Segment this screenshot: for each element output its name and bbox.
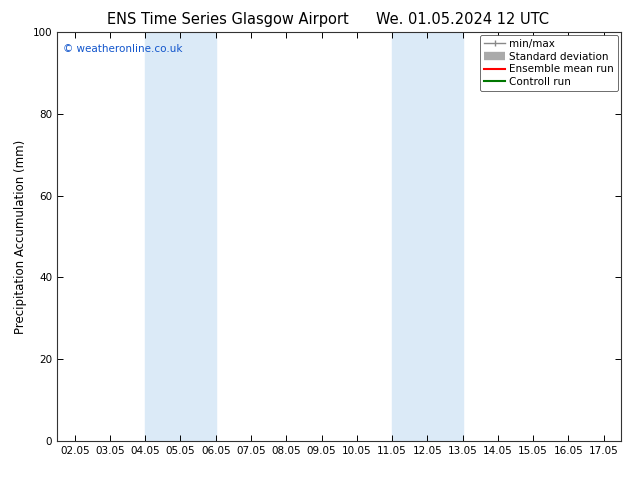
Text: We. 01.05.2024 12 UTC: We. 01.05.2024 12 UTC xyxy=(377,12,549,27)
Bar xyxy=(145,32,216,441)
Text: ENS Time Series Glasgow Airport: ENS Time Series Glasgow Airport xyxy=(107,12,349,27)
Bar xyxy=(392,32,463,441)
Legend: min/max, Standard deviation, Ensemble mean run, Controll run: min/max, Standard deviation, Ensemble me… xyxy=(480,35,618,91)
Text: © weatheronline.co.uk: © weatheronline.co.uk xyxy=(63,44,182,54)
Y-axis label: Precipitation Accumulation (mm): Precipitation Accumulation (mm) xyxy=(14,139,27,334)
